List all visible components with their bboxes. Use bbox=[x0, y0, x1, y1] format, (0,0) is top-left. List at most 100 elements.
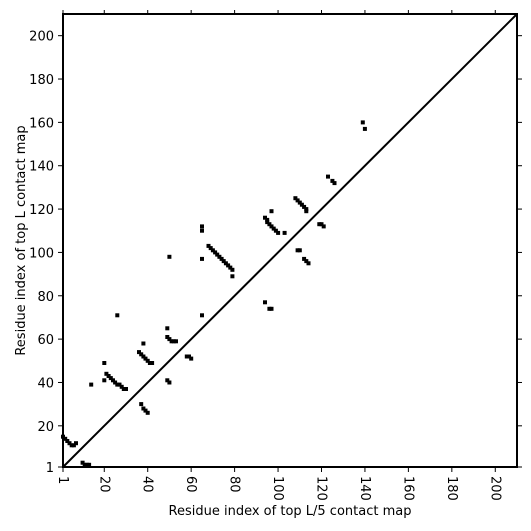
y-axis-label: Residue index of top L contact map bbox=[14, 125, 29, 355]
x-tick-label: 160 bbox=[400, 476, 415, 501]
contact-point bbox=[143, 408, 148, 413]
contact-point bbox=[69, 443, 74, 448]
x-tick-label: 100 bbox=[270, 476, 285, 501]
plot-frame bbox=[62, 13, 518, 468]
contact-point bbox=[106, 374, 111, 378]
contact-point bbox=[141, 406, 146, 411]
contact-point bbox=[217, 254, 222, 259]
contact-point bbox=[169, 339, 174, 344]
x-axis: 1 20 40 60 80 100 120 140 160 180 200 bbox=[55, 10, 502, 501]
contact-point bbox=[108, 376, 113, 381]
contact-point bbox=[200, 228, 204, 233]
contact-point bbox=[143, 356, 148, 361]
contact-point bbox=[267, 222, 272, 227]
contact-point bbox=[263, 300, 267, 305]
contact-point bbox=[74, 441, 78, 446]
contact-point bbox=[200, 256, 204, 261]
contact-point bbox=[265, 217, 270, 222]
contact-point bbox=[87, 462, 92, 467]
contact-point bbox=[321, 224, 326, 229]
contact-point bbox=[271, 226, 276, 231]
y-tick-label: 160 bbox=[29, 116, 54, 131]
contact-point bbox=[171, 339, 176, 344]
contact-point bbox=[111, 378, 115, 383]
y-tick-label: 60 bbox=[37, 333, 54, 348]
contact-point bbox=[219, 256, 224, 261]
contact-point bbox=[306, 261, 311, 266]
contact-point bbox=[213, 250, 218, 255]
contact-point bbox=[167, 380, 172, 385]
contact-point bbox=[174, 339, 178, 344]
contact-point bbox=[102, 378, 107, 383]
contact-point bbox=[145, 358, 150, 363]
contact-point bbox=[330, 178, 335, 183]
contact-point bbox=[210, 248, 215, 253]
contact-point bbox=[150, 361, 155, 365]
contact-point bbox=[113, 380, 118, 385]
y-tick-label: 80 bbox=[37, 290, 54, 305]
contact-point bbox=[269, 209, 274, 214]
contact-points bbox=[61, 120, 367, 467]
contact-point bbox=[273, 228, 278, 233]
contact-point bbox=[221, 259, 226, 264]
contact-point bbox=[299, 202, 304, 207]
contact-point bbox=[167, 337, 172, 342]
contact-point bbox=[269, 306, 274, 311]
x-tick-label: 80 bbox=[227, 476, 242, 493]
x-tick-label: 1 bbox=[55, 476, 70, 484]
contact-point bbox=[145, 410, 150, 415]
x-tick-label: 120 bbox=[313, 476, 328, 501]
contact-point bbox=[115, 382, 120, 387]
x-tick-label: 60 bbox=[183, 476, 198, 493]
contact-point bbox=[165, 326, 170, 331]
contact-point bbox=[124, 387, 128, 391]
contact-point bbox=[104, 371, 109, 376]
contact-point bbox=[297, 248, 302, 253]
contact-point bbox=[319, 222, 324, 227]
contact-point bbox=[84, 462, 89, 467]
contact-point bbox=[65, 439, 70, 443]
contact-point bbox=[332, 181, 337, 186]
contact-point bbox=[121, 387, 126, 391]
contact-point bbox=[228, 265, 233, 270]
contact-point bbox=[80, 460, 85, 465]
contact-point bbox=[117, 382, 122, 387]
contact-point bbox=[302, 256, 307, 261]
contact-point bbox=[326, 174, 330, 179]
contact-point bbox=[89, 382, 94, 387]
y-tick-label: 120 bbox=[29, 203, 54, 218]
contact-point bbox=[295, 198, 300, 203]
contact-point bbox=[141, 341, 146, 346]
contact-point bbox=[184, 354, 189, 359]
contact-point bbox=[63, 436, 68, 441]
contact-point bbox=[200, 224, 204, 229]
contact-point bbox=[71, 443, 76, 448]
contact-point bbox=[282, 230, 287, 235]
contact-point bbox=[263, 215, 267, 220]
contact-point bbox=[167, 254, 172, 259]
contact-point bbox=[189, 356, 194, 361]
contact-point bbox=[317, 222, 322, 227]
contact-point bbox=[206, 243, 211, 248]
contact-point bbox=[139, 402, 144, 407]
y-tick-label: 140 bbox=[29, 160, 54, 175]
contact-point bbox=[139, 352, 144, 357]
y-tick-label: 1 bbox=[46, 461, 54, 476]
contact-point bbox=[215, 252, 220, 257]
x-tick-label: 180 bbox=[444, 476, 459, 501]
contact-point bbox=[82, 462, 87, 467]
y-tick-label: 100 bbox=[29, 246, 54, 261]
contact-point bbox=[141, 354, 146, 359]
contact-point bbox=[276, 230, 281, 235]
contact-point bbox=[67, 441, 72, 446]
contact-point bbox=[304, 207, 309, 212]
contact-point bbox=[267, 306, 272, 311]
contact-point bbox=[293, 196, 298, 201]
y-tick-label: 40 bbox=[37, 376, 54, 391]
contact-point bbox=[200, 313, 204, 318]
contact-point bbox=[115, 313, 120, 318]
contact-point bbox=[165, 378, 170, 383]
contact-point bbox=[223, 261, 228, 266]
